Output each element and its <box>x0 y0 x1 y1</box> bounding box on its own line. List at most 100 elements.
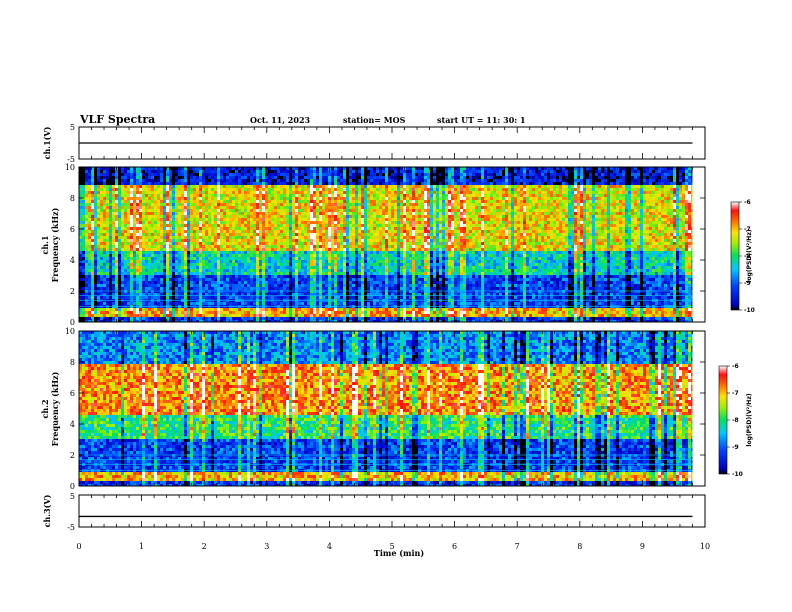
spectrogram-cell <box>289 227 292 230</box>
spectrogram-cell <box>256 173 259 176</box>
spectrogram-cell <box>133 170 136 173</box>
spectrogram-cell <box>490 170 493 173</box>
spectrogram-cell <box>250 236 253 239</box>
spectrogram-cell <box>145 194 148 197</box>
spectrogram-cell <box>334 209 337 212</box>
spectrogram-cell <box>307 167 310 170</box>
spectrogram-cell <box>643 188 646 191</box>
spectrogram-cell <box>493 227 496 230</box>
spectrogram-cell <box>532 227 535 230</box>
spectrogram-cell <box>565 200 568 203</box>
spectrogram-cell <box>115 179 118 182</box>
spectrogram-cell <box>601 200 604 203</box>
spectrogram-cell <box>544 212 547 215</box>
spectrogram-cell <box>349 203 352 206</box>
spectrogram-cell <box>235 233 238 236</box>
spectrogram-cell <box>382 173 385 176</box>
spectrogram-cell <box>142 167 145 170</box>
spectrogram-cell <box>268 188 271 191</box>
spectrogram-cell <box>109 170 112 173</box>
spectrogram-cell <box>457 188 460 191</box>
spectrogram-cell <box>643 200 646 203</box>
spectrogram-cell <box>103 224 106 227</box>
figure-title: VLF Spectra <box>79 113 155 126</box>
spectrogram-cell <box>544 179 547 182</box>
spectrogram-cell <box>670 191 673 194</box>
spectrogram-cell <box>271 200 274 203</box>
spectrogram-cell <box>196 179 199 182</box>
spectrogram-cell <box>376 200 379 203</box>
spectrogram-cell <box>253 206 256 209</box>
spectrogram-cell <box>268 179 271 182</box>
spectrogram-cell <box>136 227 139 230</box>
spectrogram-cell <box>619 170 622 173</box>
spectrogram-cell <box>493 212 496 215</box>
spectrogram-cell <box>223 224 226 227</box>
spectrogram-cell <box>115 203 118 206</box>
spectrogram-cell <box>475 206 478 209</box>
spectrogram-cell <box>181 233 184 236</box>
spectrogram-cell <box>685 179 688 182</box>
spectrogram-cell <box>382 203 385 206</box>
spectrogram-cell <box>334 176 337 179</box>
spectrogram-cell <box>547 179 550 182</box>
spectrogram-cell <box>241 173 244 176</box>
spectrogram-cell <box>340 206 343 209</box>
spectrogram-cell <box>322 176 325 179</box>
spectrogram-cell <box>523 218 526 221</box>
spectrogram-cell <box>448 170 451 173</box>
spectrogram-cell <box>142 233 145 236</box>
spectrogram-cell <box>352 167 355 170</box>
spectrogram-cell <box>502 185 505 188</box>
spectrogram-cell <box>259 173 262 176</box>
spectrogram-cell <box>568 221 571 224</box>
spectrogram-cell <box>118 182 121 185</box>
spectrogram-cell <box>196 185 199 188</box>
spectrogram-cell <box>592 179 595 182</box>
spectrogram-cell <box>382 191 385 194</box>
spectrogram-cell <box>277 194 280 197</box>
spectrogram-cell <box>232 236 235 239</box>
spectrogram-cell <box>637 215 640 218</box>
spectrogram-cell <box>460 173 463 176</box>
spectrogram-cell <box>676 191 679 194</box>
spectrogram-cell <box>310 194 313 197</box>
spectrogram-cell <box>649 206 652 209</box>
spectrogram-cell <box>592 182 595 185</box>
spectrogram-cell <box>685 224 688 227</box>
spectrogram-cell <box>247 182 250 185</box>
spectrogram-cell <box>511 224 514 227</box>
spectrogram-cell <box>616 200 619 203</box>
spectrogram-cell <box>592 200 595 203</box>
spectrogram-cell <box>217 170 220 173</box>
spectrogram-cell <box>187 176 190 179</box>
spectrogram-cell <box>88 209 91 212</box>
spectrogram-cell <box>295 224 298 227</box>
spectrogram-cell <box>211 179 214 182</box>
spectrogram-cell <box>481 179 484 182</box>
spectrogram-cell <box>388 194 391 197</box>
spectrogram-cell <box>190 182 193 185</box>
spectrogram-cell <box>367 170 370 173</box>
spectrogram-cell <box>367 230 370 233</box>
spectrogram-cell <box>520 179 523 182</box>
spectrogram-cell <box>559 197 562 200</box>
spectrogram-cell <box>631 185 634 188</box>
spectrogram-cell <box>97 224 100 227</box>
spectrogram-cell <box>439 206 442 209</box>
spectrogram-cell <box>538 230 541 233</box>
spectrogram-cell <box>448 227 451 230</box>
spectrogram-cell <box>94 173 97 176</box>
spectrogram-cell <box>187 206 190 209</box>
spectrogram-cell <box>448 194 451 197</box>
spectrogram-cell <box>526 203 529 206</box>
spectrogram-cell <box>622 221 625 224</box>
spectrogram-cell <box>499 215 502 218</box>
spectrogram-cell <box>277 188 280 191</box>
spectrogram-cell <box>298 188 301 191</box>
spectrogram-cell <box>667 227 670 230</box>
spectrogram-cell <box>406 185 409 188</box>
spectrogram-cell <box>325 167 328 170</box>
spectrogram-cell <box>88 170 91 173</box>
spectrogram-cell <box>289 185 292 188</box>
